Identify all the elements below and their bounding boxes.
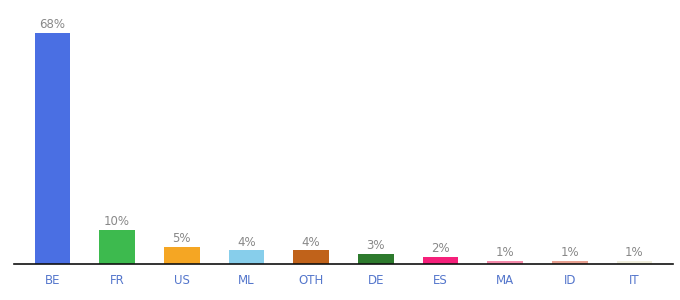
Text: 2%: 2% <box>431 242 449 256</box>
Text: 4%: 4% <box>302 236 320 249</box>
Bar <box>164 247 199 264</box>
Text: 5%: 5% <box>173 232 191 245</box>
Text: 1%: 1% <box>560 246 579 259</box>
Text: 68%: 68% <box>39 18 65 31</box>
Bar <box>293 250 329 264</box>
Text: 4%: 4% <box>237 236 256 249</box>
Text: 10%: 10% <box>104 215 130 228</box>
Bar <box>488 261 523 264</box>
Bar <box>422 257 458 264</box>
Text: 1%: 1% <box>625 246 644 259</box>
Bar <box>552 261 588 264</box>
Text: 3%: 3% <box>367 239 385 252</box>
Text: 1%: 1% <box>496 246 514 259</box>
Bar <box>35 33 70 264</box>
Bar <box>617 261 652 264</box>
Bar <box>358 254 394 264</box>
Bar <box>228 250 265 264</box>
Bar <box>99 230 135 264</box>
